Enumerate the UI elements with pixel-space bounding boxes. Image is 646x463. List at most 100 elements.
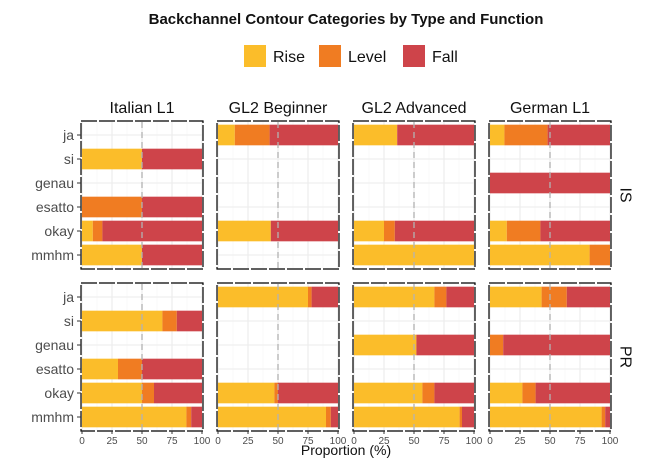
y-tick-label-okay: okay	[44, 223, 74, 239]
bar-is-german-l1-ja-level	[504, 124, 548, 146]
x-tick-label-100: 100	[194, 436, 211, 447]
bar-pr-gl2-beginner-ja-level	[308, 286, 312, 308]
panel-is-gl2-advanced	[352, 120, 476, 270]
bar-pr-german-l1-mmhm-rise	[490, 406, 602, 428]
x-tick-label-100: 100	[330, 436, 347, 447]
bar-pr-gl2-beginner-mmhm-rise	[218, 406, 326, 428]
y-tick-label-mmhm: mmhm	[31, 247, 74, 263]
bar-is-german-l1-okay-level	[506, 220, 541, 242]
x-tick-label-75: 75	[302, 436, 314, 447]
x-tick-label-25: 25	[242, 436, 254, 447]
bar-pr-german-l1-genau-fall	[503, 334, 610, 356]
x-tick-label-50: 50	[408, 436, 420, 447]
x-tick-label-0: 0	[79, 436, 85, 447]
bar-pr-italian-l1-esatto-rise	[82, 358, 118, 380]
y-tick-label-mmhm: mmhm	[31, 409, 74, 425]
bar-pr-italian-l1-okay-rise	[82, 382, 142, 404]
bar-pr-italian-l1-okay-level	[142, 382, 154, 404]
bar-pr-italian-l1-si-level	[162, 310, 177, 332]
bar-pr-italian-l1-mmhm-rise	[82, 406, 187, 428]
bar-pr-german-l1-ja-level	[541, 286, 567, 308]
bar-pr-italian-l1-si-rise	[82, 310, 163, 332]
bar-pr-gl2-advanced-okay-rise	[354, 382, 423, 404]
panel-border	[488, 120, 612, 270]
panel-border	[80, 120, 204, 270]
bar-is-gl2-advanced-okay-level	[384, 220, 395, 242]
bar-is-german-l1-okay-rise	[490, 220, 507, 242]
x-tick-label-0: 0	[487, 436, 493, 447]
x-axis-title: Proportion (%)	[301, 442, 391, 458]
bar-pr-gl2-advanced-mmhm-fall	[462, 406, 474, 428]
x-tick-label-25: 25	[514, 436, 526, 447]
bar-pr-gl2-advanced-mmhm-rise	[354, 406, 460, 428]
bar-pr-gl2-beginner-ja-rise	[218, 286, 308, 308]
legend-label-level: Level	[348, 49, 386, 66]
legend-label-fall: Fall	[432, 49, 458, 66]
bar-is-italian-l1-esatto-fall	[142, 196, 202, 218]
bar-pr-gl2-beginner-mmhm-level	[326, 406, 331, 428]
bar-is-german-l1-mmhm-level	[589, 244, 610, 266]
panel-pr-italian-l1	[80, 282, 204, 432]
bar-pr-italian-l1-okay-fall	[154, 382, 202, 404]
x-tick-label-50: 50	[136, 436, 148, 447]
bar-is-italian-l1-okay-level	[92, 220, 103, 242]
bar-pr-gl2-beginner-mmhm-fall	[330, 406, 338, 428]
facet-panels	[80, 120, 612, 432]
y-tick-label-okay: okay	[44, 385, 74, 401]
bar-is-german-l1-mmhm-rise	[490, 244, 590, 266]
bar-is-italian-l1-esatto-level	[82, 196, 142, 218]
bar-is-gl2-advanced-ja-rise	[354, 124, 398, 146]
y-tick-label-ja: ja	[62, 127, 74, 143]
x-tick-label-0: 0	[351, 436, 357, 447]
bar-is-german-l1-okay-fall	[540, 220, 610, 242]
bar-pr-german-l1-mmhm-fall	[605, 406, 610, 428]
bar-is-italian-l1-si-rise	[82, 148, 142, 170]
y-tick-label-esatto: esatto	[36, 199, 74, 215]
panel-is-italian-l1	[80, 120, 204, 270]
facet-row-label-pr: PR	[617, 346, 634, 368]
x-tick-label-50: 50	[272, 436, 284, 447]
x-tick-label-75: 75	[166, 436, 178, 447]
y-tick-label-ja: ja	[62, 289, 74, 305]
bar-is-italian-l1-okay-rise	[82, 220, 93, 242]
bar-pr-german-l1-okay-level	[522, 382, 536, 404]
panel-is-gl2-beginner	[216, 120, 340, 270]
bar-is-gl2-beginner-okay-fall	[270, 220, 338, 242]
panel-pr-gl2-beginner	[216, 282, 340, 432]
bar-pr-german-l1-mmhm-level	[601, 406, 606, 428]
x-tick-label-100: 100	[466, 436, 483, 447]
bar-pr-italian-l1-esatto-fall	[142, 358, 202, 380]
x-tick-label-0: 0	[215, 436, 221, 447]
bar-pr-german-l1-okay-fall	[535, 382, 610, 404]
y-tick-label-si: si	[64, 151, 74, 167]
x-tick-label-75: 75	[574, 436, 586, 447]
bar-is-gl2-beginner-ja-fall	[269, 124, 338, 146]
bar-is-italian-l1-si-fall	[142, 148, 202, 170]
bar-pr-gl2-beginner-okay-fall	[278, 382, 338, 404]
x-tick-label-75: 75	[438, 436, 450, 447]
facet-column-label-german-l1: German L1	[510, 100, 590, 117]
x-tick-label-25: 25	[106, 436, 118, 447]
bar-is-italian-l1-okay-fall	[102, 220, 202, 242]
facet-column-label-gl2-beginner: GL2 Beginner	[229, 100, 328, 117]
axes: ja si genau esatto okay mmhm ja si genau esatto ok…	[31, 127, 619, 447]
bar-pr-gl2-advanced-mmhm-level	[459, 406, 462, 428]
bar-pr-german-l1-ja-fall	[566, 286, 610, 308]
legend-swatch-fall	[403, 45, 425, 67]
bar-pr-gl2-advanced-okay-level	[422, 382, 435, 404]
bar-is-gl2-beginner-ja-rise	[218, 124, 235, 146]
y-tick-label-si: si	[64, 313, 74, 329]
bar-pr-italian-l1-mmhm-level	[186, 406, 192, 428]
y-tick-label-genau: genau	[35, 175, 74, 191]
bar-pr-italian-l1-si-fall	[176, 310, 202, 332]
bar-is-gl2-advanced-ja-fall	[397, 124, 474, 146]
bar-pr-gl2-advanced-genau-fall	[416, 334, 474, 356]
bar-pr-gl2-advanced-ja-fall	[446, 286, 474, 308]
bar-pr-german-l1-ja-rise	[490, 286, 542, 308]
x-tick-label-25: 25	[378, 436, 390, 447]
bar-is-italian-l1-mmhm-fall	[142, 244, 202, 266]
bar-pr-german-l1-genau-level	[490, 334, 504, 356]
panel-border	[352, 120, 476, 270]
bar-pr-gl2-beginner-okay-rise	[218, 382, 275, 404]
